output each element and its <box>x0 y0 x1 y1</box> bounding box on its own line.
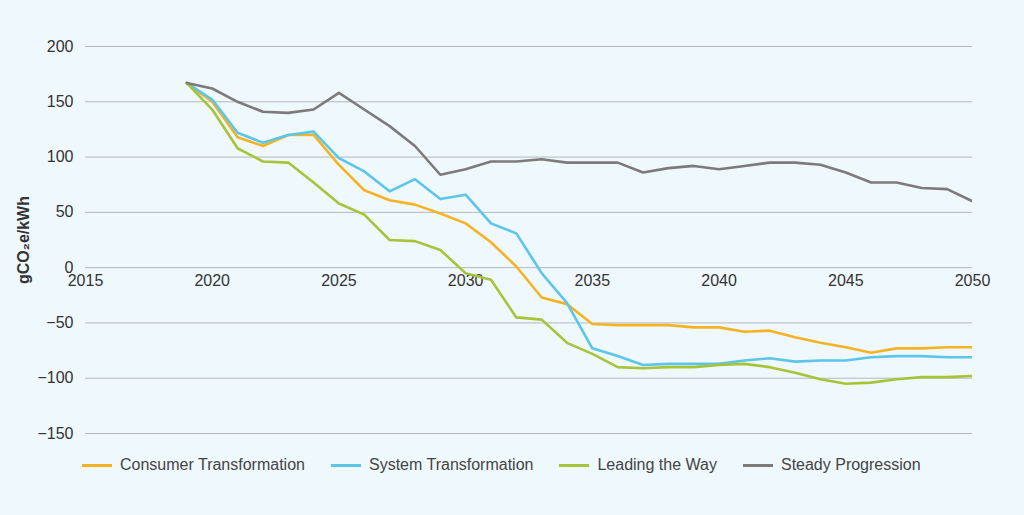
svg-text:200: 200 <box>47 38 74 55</box>
svg-text:150: 150 <box>47 93 74 110</box>
html-text:System Transformation: System Transformation <box>369 456 534 473</box>
svg-text:2030: 2030 <box>447 271 484 289</box>
svg-text:gCO₂e/kWh: gCO₂e/kWh <box>15 196 32 284</box>
svg-text:100: 100 <box>47 148 74 165</box>
svg-text:2045: 2045 <box>828 272 864 289</box>
svg-text:2020: 2020 <box>194 272 230 289</box>
svg-text:2040: 2040 <box>701 272 737 289</box>
svg-text:2050: 2050 <box>955 272 991 289</box>
svg-text:−50: −50 <box>46 314 73 331</box>
svg-text:0: 0 <box>64 258 74 276</box>
svg-text:2015: 2015 <box>68 272 104 289</box>
html-text:Consumer Transformation: Consumer Transformation <box>120 456 305 473</box>
svg-text:2025: 2025 <box>321 272 357 289</box>
svg-text:2035: 2035 <box>575 272 611 289</box>
svg-text:−100: −100 <box>37 369 73 386</box>
svg-text:−150: −150 <box>37 425 73 442</box>
html-text:Steady Progression: Steady Progression <box>781 456 921 473</box>
html-text:Leading the Way: Leading the Way <box>597 456 717 473</box>
svg-text:50: 50 <box>56 203 74 220</box>
